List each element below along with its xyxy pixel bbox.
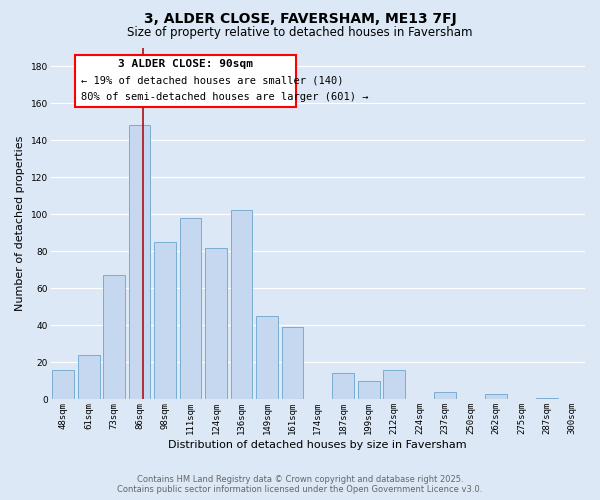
- Bar: [256, 316, 278, 400]
- Bar: [52, 370, 74, 400]
- Text: ← 19% of detached houses are smaller (140): ← 19% of detached houses are smaller (14…: [81, 76, 344, 86]
- X-axis label: Distribution of detached houses by size in Faversham: Distribution of detached houses by size …: [169, 440, 467, 450]
- Text: 3, ALDER CLOSE, FAVERSHAM, ME13 7FJ: 3, ALDER CLOSE, FAVERSHAM, ME13 7FJ: [143, 12, 457, 26]
- Bar: [205, 248, 227, 400]
- Bar: [103, 276, 125, 400]
- Bar: [230, 210, 252, 400]
- Bar: [75, 55, 296, 107]
- Text: 80% of semi-detached houses are larger (601) →: 80% of semi-detached houses are larger (…: [81, 92, 368, 102]
- Bar: [485, 394, 507, 400]
- Bar: [281, 327, 303, 400]
- Bar: [180, 218, 202, 400]
- Y-axis label: Number of detached properties: Number of detached properties: [15, 136, 25, 311]
- Bar: [332, 374, 354, 400]
- Bar: [78, 355, 100, 400]
- Text: 3 ALDER CLOSE: 90sqm: 3 ALDER CLOSE: 90sqm: [118, 58, 253, 68]
- Bar: [154, 242, 176, 400]
- Bar: [383, 370, 405, 400]
- Text: Contains HM Land Registry data © Crown copyright and database right 2025.
Contai: Contains HM Land Registry data © Crown c…: [118, 474, 482, 494]
- Bar: [129, 126, 151, 400]
- Bar: [536, 398, 557, 400]
- Bar: [358, 381, 380, 400]
- Bar: [434, 392, 456, 400]
- Text: Size of property relative to detached houses in Faversham: Size of property relative to detached ho…: [127, 26, 473, 39]
